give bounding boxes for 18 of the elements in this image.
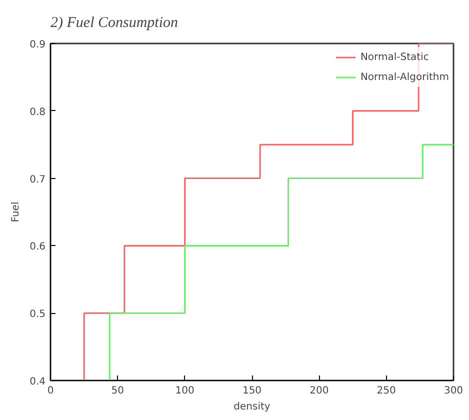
y-tick-label: 0.4 xyxy=(30,376,46,388)
x-tick-label: 200 xyxy=(310,386,329,396)
x-tick-label: 250 xyxy=(376,386,396,396)
y-tick-label: 0.5 xyxy=(30,309,46,320)
x-tick-label: 0 xyxy=(47,386,54,396)
legend-label: Normal-Algorithm xyxy=(360,72,449,82)
x-tick-label: 300 xyxy=(444,386,464,396)
x-tick-label: 100 xyxy=(175,386,194,396)
chart-title: 2) Fuel Consumption xyxy=(50,15,178,31)
x-axis-title: density xyxy=(234,402,270,412)
x-tick-label: 150 xyxy=(242,386,262,396)
y-tick-label: 0.8 xyxy=(30,106,46,118)
x-tick-label: 50 xyxy=(111,386,124,396)
y-axis-title: Fuel xyxy=(10,202,22,222)
y-tick-label: 0.6 xyxy=(30,242,46,253)
y-tick-label: 0.9 xyxy=(30,40,46,50)
legend-label: Normal-Static xyxy=(360,52,429,62)
y-tick-label: 0.7 xyxy=(30,174,46,186)
